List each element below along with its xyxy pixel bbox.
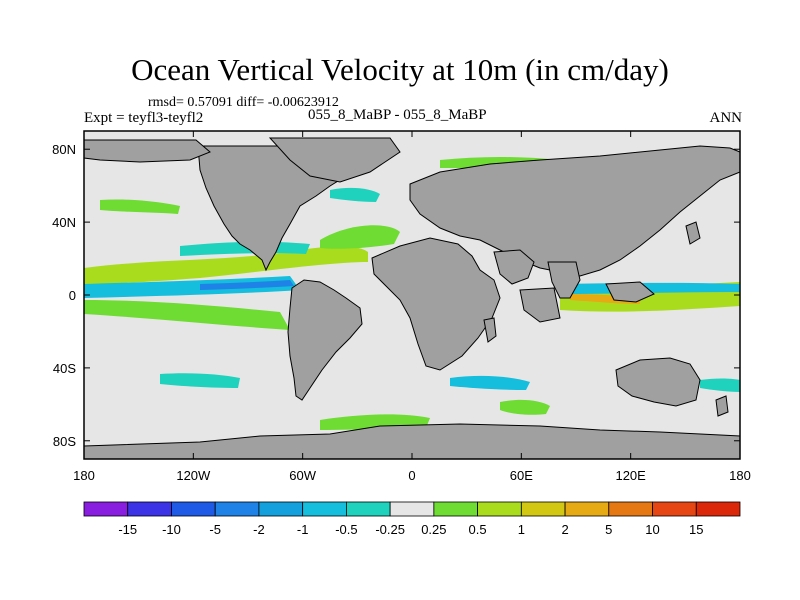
x-tick-label: 60W	[289, 468, 316, 483]
colorbar-label: 2	[561, 522, 568, 537]
colorbar-swatch	[652, 501, 697, 517]
colorbar-label: 15	[689, 522, 703, 537]
x-tick-label: 120E	[615, 468, 646, 483]
tropical-pacific-band-south	[84, 300, 290, 330]
colorbar-label: -2	[253, 522, 265, 537]
landmass-india	[547, 261, 581, 299]
colorbar-label: 10	[645, 522, 659, 537]
colorbar-swatch	[608, 501, 653, 517]
south-pacific-teal	[160, 373, 240, 388]
landmass-africa	[371, 237, 501, 371]
colorbar-swatch	[695, 501, 741, 517]
north-pacific-green	[100, 199, 180, 214]
x-tick-label: 180	[729, 468, 751, 483]
colorbar-label: 0.5	[469, 522, 487, 537]
landmass-maritime-continent	[605, 281, 655, 303]
landmass-madagascar	[483, 317, 497, 343]
equatorial-pacific-core	[200, 280, 294, 290]
landmass-arctic-islands	[83, 139, 211, 163]
landmass-arabia	[493, 249, 535, 285]
y-tick-label: 80S	[53, 434, 76, 449]
landmass-south-america	[287, 279, 363, 401]
colorbar-swatch	[302, 501, 347, 517]
colorbar-swatch	[214, 501, 260, 517]
y-axis-ticks: 80N 40N 0 40S 80S	[52, 142, 740, 449]
season-label: ANN	[709, 110, 743, 126]
colorbar-swatch	[433, 501, 479, 517]
landmass-east-africa-islands	[519, 287, 561, 323]
colorbar-swatch	[520, 501, 566, 517]
colorbar-label: -0.25	[375, 522, 405, 537]
colorbar-label: 5	[605, 522, 612, 537]
landmass-japan	[685, 221, 701, 245]
y-tick-label: 80N	[52, 142, 76, 157]
equatorial-pacific-upwelling	[84, 276, 300, 298]
cases-label: 055_8_MaBP - 055_8_MaBP	[308, 107, 487, 123]
x-tick-label: 0	[408, 468, 415, 483]
map-plot-area	[83, 130, 741, 460]
atlantic-subtropical-patch	[320, 225, 400, 249]
colorbar-swatch	[389, 501, 435, 517]
tropical-pacific-band-north	[84, 246, 368, 284]
x-tick-label: 180	[73, 468, 95, 483]
experiment-label: Expt = teyfl3-teyfl2	[84, 110, 204, 126]
south-atlantic-patch	[500, 399, 550, 415]
colorbar-swatch	[564, 501, 610, 517]
x-tick-label: 60E	[510, 468, 533, 483]
chart-title: Ocean Vertical Velocity at 10m (in cm/da…	[131, 52, 669, 87]
x-axis-ticks: 180 120W 60W 0 60E 120E 180	[73, 131, 751, 483]
south-indian-teal	[700, 378, 740, 392]
landmass-new-zealand	[715, 395, 729, 417]
y-tick-label: 40N	[52, 215, 76, 230]
colorbar-swatch	[83, 501, 129, 517]
colorbar-label: -0.5	[335, 522, 357, 537]
landmass-eurasia	[409, 145, 741, 277]
stats-line: rmsd= 0.57091 diff= -0.00623912	[148, 95, 339, 110]
colorbar-label: 1	[518, 522, 525, 537]
landmass-greenland	[268, 137, 401, 183]
north-atlantic-teal	[330, 187, 380, 202]
landmass-australia	[615, 357, 701, 407]
colorbar-label: -1	[297, 522, 309, 537]
y-tick-label: 0	[69, 288, 76, 303]
southern-indian-teal	[450, 375, 530, 390]
colorbar-swatch	[477, 501, 522, 517]
colorbar-swatch	[127, 501, 172, 517]
colorbar-swatch	[171, 501, 216, 517]
colorbar-label: -15	[118, 522, 137, 537]
colorbar: -15 -10 -5 -2 -1 -0.5 -0.25 0.25 0.5 1 2 5 10 15	[83, 501, 741, 537]
y-tick-label: 40S	[53, 361, 76, 376]
indian-ocean-upwelling	[560, 282, 740, 294]
colorbar-label: -5	[209, 522, 221, 537]
colorbar-label: -10	[162, 522, 181, 537]
negative-anomaly-bands	[84, 187, 740, 392]
colorbar-label: 0.25	[421, 522, 446, 537]
land-masses	[83, 137, 741, 460]
colorbar-swatch	[345, 501, 391, 517]
colorbar-swatch	[258, 501, 304, 517]
x-tick-label: 120W	[176, 468, 211, 483]
